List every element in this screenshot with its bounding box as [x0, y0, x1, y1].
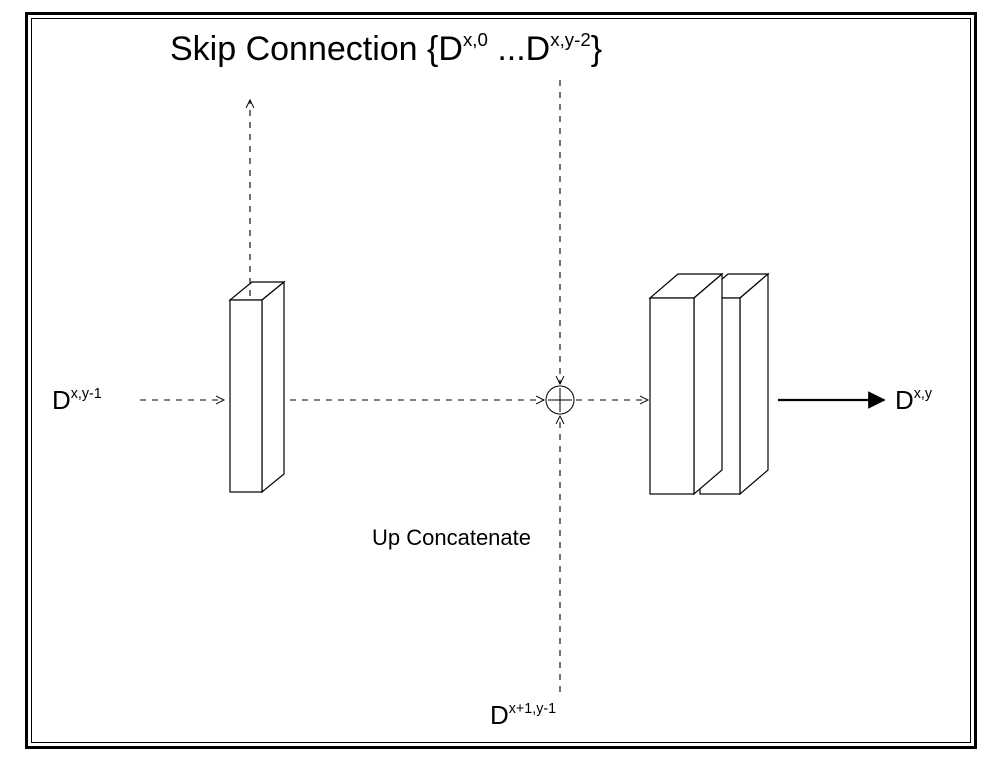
concat-plus-node: [546, 386, 574, 414]
right-slab-stack: [650, 274, 768, 494]
diagram-canvas: [0, 0, 1000, 764]
left-slab: [230, 282, 284, 492]
